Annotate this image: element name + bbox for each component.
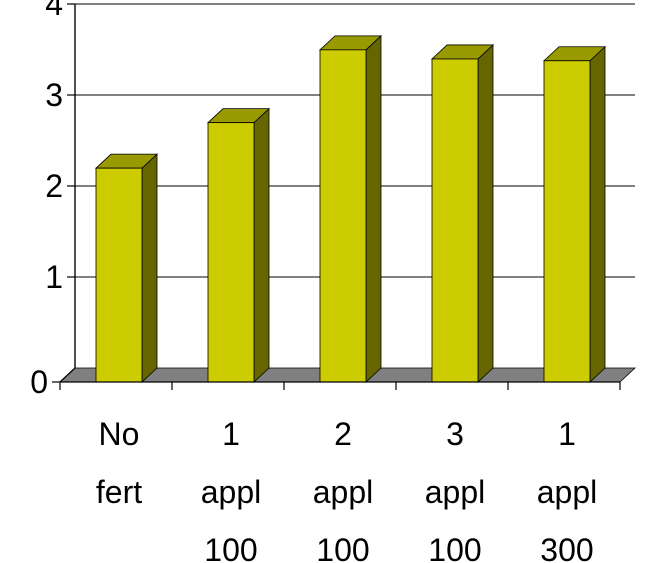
bar-5 (542, 45, 607, 383)
bar-2 (206, 107, 271, 383)
x-category-line: fert (96, 474, 142, 510)
bar-front-face (543, 60, 591, 383)
x-category-line: appl (425, 474, 486, 510)
bars (94, 34, 607, 383)
x-category-label-1: No fert (96, 416, 142, 510)
bar-1 (94, 153, 159, 383)
x-category-line: 1 (222, 416, 240, 452)
x-category-line: 2 (334, 416, 352, 452)
y-tick-label-3: 3 (45, 77, 63, 113)
bar-3 (318, 34, 383, 383)
axes (52, 3, 621, 390)
bar-side-face (141, 153, 158, 383)
bar-side-face (589, 45, 606, 383)
x-category-line: 1 (558, 416, 576, 452)
x-category-labels: No fert 1 appl 100 2 appl 100 3 appl 100 1 appl 300 (96, 416, 597, 563)
x-category-label-5: 1 appl 300 (537, 416, 598, 563)
bar-side-face (477, 44, 494, 383)
x-category-line: 100 (428, 532, 481, 563)
y-tick-label-0: 0 (30, 364, 48, 400)
x-category-label-3: 2 appl 100 (313, 416, 374, 563)
x-category-line: 300 (540, 532, 593, 563)
x-category-label-4: 3 appl 100 (425, 416, 486, 563)
y-tick-label-1: 1 (45, 259, 63, 295)
x-category-line: appl (313, 474, 374, 510)
y-tick-label-2: 2 (45, 168, 63, 204)
x-category-line: 100 (204, 532, 257, 563)
y-tick-label-4: 4 (45, 0, 63, 22)
bar-side-face (365, 34, 382, 383)
x-category-line: 3 (446, 416, 464, 452)
bar-front-face (319, 49, 367, 383)
x-category-line: 100 (316, 532, 369, 563)
bar-front-face (431, 58, 479, 383)
bar-front-face (95, 167, 143, 383)
x-category-line: appl (201, 474, 262, 510)
bar-front-face (207, 122, 255, 383)
x-category-line: appl (537, 474, 598, 510)
bar-side-face (253, 107, 270, 383)
bar-4 (430, 44, 495, 383)
x-category-label-2: 1 appl 100 (201, 416, 262, 563)
y-axis-depth-edge (59, 367, 76, 383)
x-category-line: No (99, 416, 140, 452)
y-tick-labels: 0 1 2 3 4 (30, 0, 63, 400)
